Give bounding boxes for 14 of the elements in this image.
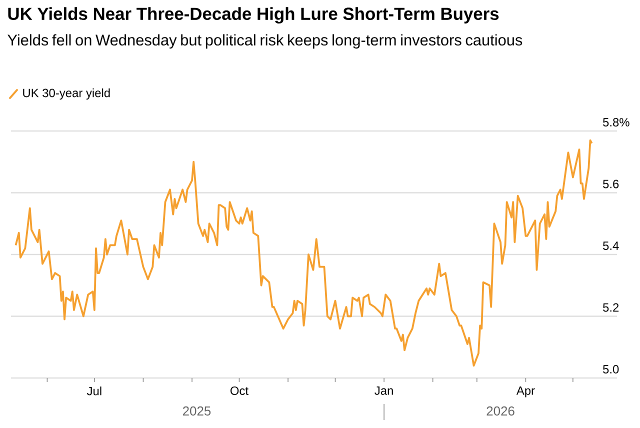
text: 2026 <box>486 406 514 416</box>
text: 2025 <box>182 406 211 416</box>
chart-title: UK Yields Near Three-Decade High Lure Short-Term Buyers <box>8 7 499 24</box>
x-tick-label: Jan <box>374 386 393 395</box>
x-tick-label: Jul <box>86 386 102 396</box>
chart-subtitle: Yields fell on Wednesday but political risk keeps long-term investors cautious <box>8 34 522 49</box>
y-tick-label: 5.2 <box>603 303 619 312</box>
y-tick-label: 5.8% <box>603 118 630 126</box>
legend-label: UK 30-year yield <box>23 88 110 100</box>
y-tick-label: 5.6 <box>603 180 619 188</box>
y-tick-label: 5.0 <box>603 365 619 374</box>
x-tick-label: Apr <box>516 386 535 398</box>
x-tick-label: Oct <box>230 386 248 395</box>
y-tick-label: 5.4 <box>603 242 619 250</box>
